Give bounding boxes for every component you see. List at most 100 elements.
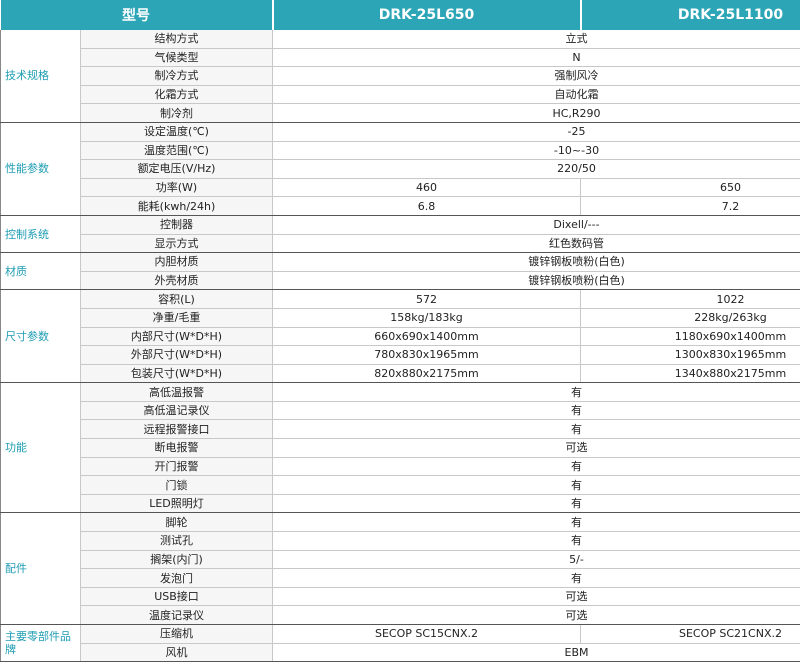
group-label: 功能 (0, 382, 81, 514)
item-cell: 制冷剂 (80, 103, 273, 123)
spec-row: 高低温记录仪有 (1, 401, 800, 421)
table-body: 技术规格 结构方式 立式 气候类型 N 制冷方式 强制风冷 化霜方式 自动化霜 制冷剂 HC,R29… (0, 30, 800, 663)
value-cell: 有 (272, 419, 800, 440)
item-cell: 断电报警 (80, 438, 273, 458)
group-label: 性能参数 (0, 122, 81, 216)
spec-row: 气候类型 N (1, 48, 800, 68)
spec-row: 尺寸参数 容积(L) 572 1022 (0, 289, 800, 384)
group-label: 配件 (0, 512, 81, 625)
value-cell: 780x830x1965mm (272, 345, 581, 365)
item-cell: 内胆材质 (80, 252, 273, 272)
item-cell: 制冷方式 (80, 66, 273, 86)
spec-row: 制冷剂 HC,R290 (1, 103, 800, 123)
value-cell: 228kg/263kg (580, 308, 800, 328)
value-cell: 158kg/183kg (272, 308, 581, 328)
item-cell: 门锁 (80, 475, 273, 495)
item-cell: 额定电压(V/Hz) (80, 159, 273, 179)
value-cell: 自动化霜 (272, 85, 800, 105)
header-row: 型号 DRK-25L650 DRK-25L1100 (0, 0, 800, 30)
item-cell: 容积(L) (80, 289, 273, 309)
spec-row: 温度记录仪 可选 (1, 605, 800, 625)
item-cell: 结构方式 (80, 30, 273, 49)
value-cell: 有 (272, 568, 800, 588)
group-label: 尺寸参数 (0, 289, 81, 384)
spec-row: 风机 EBM (1, 643, 800, 663)
item-cell: 测试孔 (80, 531, 273, 551)
spec-row: 门锁有 (1, 475, 800, 495)
value-cell: HC,R290 (272, 103, 800, 123)
spec-row: 开门报警有 (1, 457, 800, 477)
item-cell: 温度记录仪 (80, 605, 273, 625)
value-cell: 镀锌钢板喷粉(白色) (272, 252, 800, 272)
spec-row: 净重/毛重 158kg/183kg 228kg/263kg (1, 308, 800, 328)
value-cell: 有 (272, 475, 800, 495)
value-cell: 镀锌钢板喷粉(白色) (272, 271, 800, 291)
spec-row: 材质 内胆材质 镀锌钢板喷粉(白色) (0, 252, 800, 291)
group-label: 技术规格 (0, 30, 81, 123)
spec-row: USB接口 可选 (1, 587, 800, 607)
value-cell: -10~-30 (272, 141, 800, 161)
spec-row: 配件 脚轮有 (0, 512, 800, 625)
spec-row: LED照明灯有 (1, 494, 800, 514)
item-cell: USB接口 (80, 587, 273, 607)
item-cell: 功率(W) (80, 178, 273, 198)
item-cell: 设定温度(℃) (80, 122, 273, 142)
value-cell: 可选 (272, 587, 800, 607)
value-cell: SECOP SC21CNX.2 (580, 624, 800, 644)
value-cell: 1022 (580, 289, 800, 309)
item-cell: 显示方式 (80, 234, 273, 254)
spec-row: 内部尺寸(W*D*H) 660x690x1400mm 1180x690x1400mm (1, 327, 800, 347)
value-cell: 有 (272, 512, 800, 533)
header-cell: DRK-25L650 (272, 0, 582, 30)
spec-row: 远程报警接口有 (1, 419, 800, 440)
value-cell: 572 (272, 289, 581, 309)
spec-row: 技术规格 结构方式 立式 (0, 30, 800, 123)
spec-row: 制冷方式 强制风冷 (1, 66, 800, 86)
value-cell: 7.2 (580, 196, 800, 216)
item-cell: 化霜方式 (80, 85, 273, 105)
spec-row: 显示方式 红色数码管 (1, 234, 800, 254)
value-cell: 1300x830x1965mm (580, 345, 800, 365)
spec-row: 包装尺寸(W*D*H) 820x880x2175mm 1340x880x2175mm (1, 364, 800, 384)
item-cell: 控制器 (80, 215, 273, 235)
value-cell: EBM (272, 643, 800, 663)
value-cell: 660x690x1400mm (272, 327, 581, 347)
spec-row: 能耗(kwh/24h) 6.8 7.2 (1, 196, 800, 216)
value-cell: 220/50 (272, 159, 800, 179)
spec-row: 外壳材质 镀锌钢板喷粉(白色) (1, 271, 800, 291)
spec-row: 化霜方式 自动化霜 (1, 85, 800, 105)
item-cell: 脚轮 (80, 512, 273, 533)
value-cell: 有 (272, 457, 800, 477)
spec-row: 主要零部件品牌 压缩机 SECOP SC15CNX.2 SECOP SC21CNX.2 (0, 624, 800, 663)
item-cell: 风机 (80, 643, 273, 663)
value-cell: 立式 (272, 30, 800, 49)
spec-row: 断电报警 可选 (1, 438, 800, 458)
item-cell: 外部尺寸(W*D*H) (80, 345, 273, 365)
value-cell: SECOP SC15CNX.2 (272, 624, 581, 644)
spec-row: 功能 高低温报警有 (0, 382, 800, 514)
item-cell: 包装尺寸(W*D*H) (80, 364, 273, 384)
spec-row: 搁架(内门) 5/- (1, 550, 800, 570)
value-cell: 5/- (272, 550, 800, 570)
item-cell: 开门报警 (80, 457, 273, 477)
value-cell: N (272, 48, 800, 68)
spec-row: 发泡门有 (1, 568, 800, 588)
item-cell: 高低温记录仪 (80, 401, 273, 421)
value-cell: 有 (272, 382, 800, 402)
item-cell: 外壳材质 (80, 271, 273, 291)
value-cell: 650 (580, 178, 800, 198)
value-cell: 可选 (272, 438, 800, 458)
item-cell: LED照明灯 (80, 494, 273, 514)
value-cell: 6.8 (272, 196, 581, 216)
value-cell: 红色数码管 (272, 234, 800, 254)
item-cell: 能耗(kwh/24h) (80, 196, 273, 216)
value-cell: 1340x880x2175mm (580, 364, 800, 384)
item-cell: 高低温报警 (80, 382, 273, 402)
value-cell: -25 (272, 122, 800, 142)
item-cell: 净重/毛重 (80, 308, 273, 328)
value-cell: 460 (272, 178, 581, 198)
spec-row: 功率(W) 460 650 (1, 178, 800, 198)
value-cell: Dixell/--- (272, 215, 800, 235)
